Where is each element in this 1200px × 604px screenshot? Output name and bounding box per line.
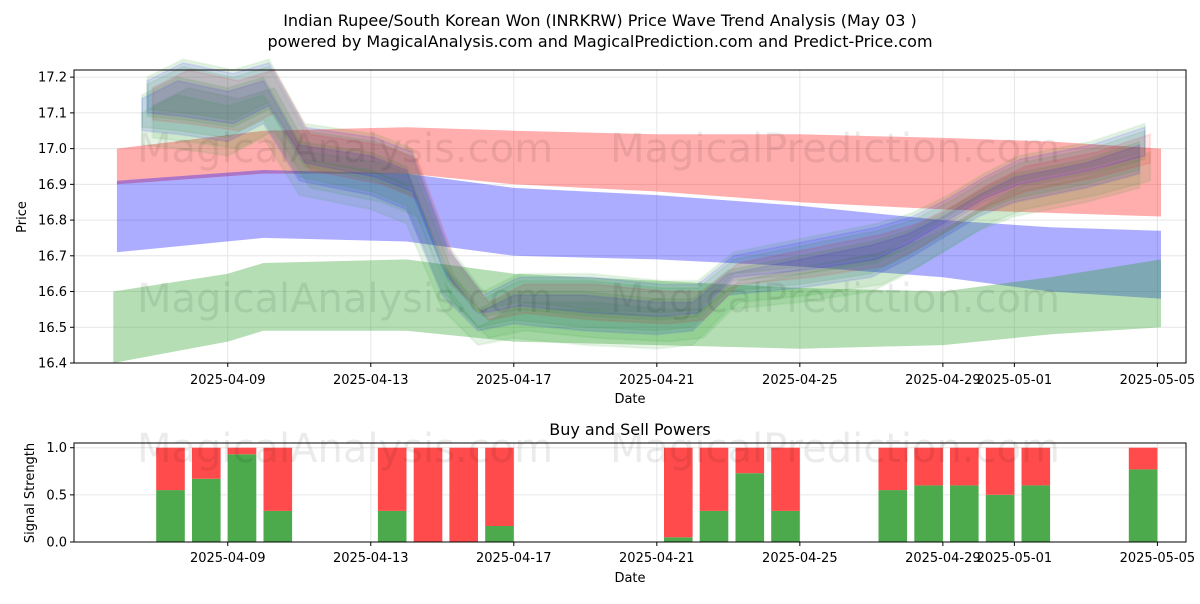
signal-y-tick-label: 0.0 — [46, 536, 67, 551]
buy-bar-2025-05-05 — [1128, 469, 1158, 542]
price-x-tick-label: 2025-05-01 — [977, 373, 1053, 388]
price-band-1 — [116, 170, 1161, 299]
buy-bar-2025-04-25 — [771, 510, 800, 542]
signal-panel-title: Buy and Sell Powers — [549, 420, 711, 439]
price-y-tick-label: 16.6 — [38, 285, 67, 300]
sell-bar-2025-04-15 — [413, 447, 443, 542]
buy-bar-2025-04-28 — [878, 490, 908, 542]
price-x-tick-label: 2025-04-13 — [333, 373, 409, 388]
sell-bar-2025-04-10 — [263, 447, 293, 511]
price-y-tick-label: 16.8 — [38, 214, 67, 229]
price-y-tick-label: 17.0 — [38, 142, 67, 157]
price-grid — [74, 70, 1186, 364]
signal-x-tick-label: 2025-05-01 — [977, 551, 1053, 566]
buy-bar-2025-04-10 — [263, 510, 293, 542]
price-band-2 — [113, 259, 1161, 363]
price-y-tick-label: 16.5 — [38, 321, 67, 336]
buy-bar-2025-04-22 — [664, 537, 693, 542]
signal-y-axis-label: Signal Strength — [23, 443, 38, 543]
signal-x-tick-label: 2025-05-05 — [1120, 551, 1196, 566]
signal-x-axis-label: Date — [614, 571, 645, 586]
wave-ribbon-2 — [151, 86, 1152, 343]
price-x-tick-label: 2025-04-25 — [762, 373, 838, 388]
signal-x-tick-label: 2025-04-25 — [762, 551, 838, 566]
wave-ribbon-0 — [140, 75, 1141, 332]
sell-bar-2025-04-16 — [449, 447, 478, 542]
watermark-analysis-bottom: MagicalAnalysis.com — [137, 426, 553, 472]
chart-title-line2: powered by MagicalAnalysis.com and Magic… — [267, 32, 932, 51]
price-x-tick-label: 2025-04-21 — [619, 373, 695, 388]
price-x-tick-label: 2025-04-09 — [190, 373, 266, 388]
price-x-tick-label: 2025-04-17 — [476, 373, 552, 388]
signal-y-tick-label: 1.0 — [46, 441, 67, 456]
wave-ribbon-4 — [146, 58, 1146, 315]
wave-ribbon-5 — [151, 68, 1152, 325]
buy-bar-2025-05-02 — [1021, 485, 1051, 542]
sell-bar-2025-04-29 — [914, 447, 943, 486]
price-y-tick-label: 16.4 — [38, 357, 67, 372]
sell-bar-2025-04-14 — [377, 447, 407, 511]
price-plot-frame — [73, 69, 1187, 364]
sell-bar-2025-04-08 — [192, 447, 221, 479]
watermark-analysis-mid: MagicalAnalysis.com — [137, 276, 553, 322]
sell-bar-2025-04-09 — [227, 447, 257, 455]
price-bands — [113, 127, 1161, 363]
signal-x-tick-label: 2025-04-17 — [476, 551, 552, 566]
buy-bar-2025-04-24 — [735, 473, 765, 542]
signal-panel: Buy and Sell Powers MagicalAnalysis.com … — [23, 420, 1195, 586]
signal-plot-frame — [73, 442, 1187, 543]
price-panel: MagicalAnalysis.com MagicalPrediction.co… — [15, 58, 1195, 407]
signal-bars — [156, 447, 1158, 542]
price-y-axis-label: Price — [15, 201, 30, 233]
buy-bar-2025-04-29 — [914, 485, 943, 542]
buy-bar-2025-04-08 — [192, 478, 221, 542]
price-axes-ticks: 2025-04-09 2025-04-13 2025-04-17 2025-04-21… — [38, 71, 1195, 388]
signal-x-tick-label: 2025-04-21 — [619, 551, 695, 566]
sell-bar-2025-04-25 — [771, 447, 800, 511]
buy-bar-2025-05-01 — [985, 494, 1015, 542]
wave-ribbon-1 — [146, 65, 1146, 322]
sell-bar-2025-04-07 — [156, 447, 185, 491]
wave-ribbon-3 — [140, 79, 1141, 336]
wave-ribbon-7 — [146, 61, 1146, 318]
buy-bar-2025-04-23 — [699, 510, 729, 542]
sell-bar-2025-05-01 — [985, 447, 1015, 495]
price-x-axis-label: Date — [614, 392, 645, 407]
buy-bar-2025-04-14 — [377, 510, 407, 542]
sell-bar-2025-05-05 — [1128, 447, 1158, 470]
chart-title-line1: Indian Rupee/South Korean Won (INRKRW) P… — [283, 11, 917, 30]
sell-bar-2025-04-22 — [664, 447, 693, 538]
sell-bar-2025-04-24 — [735, 447, 765, 474]
sell-bar-2025-04-28 — [878, 447, 908, 491]
watermark-prediction-mid: MagicalPrediction.com — [610, 276, 1060, 322]
signal-axes-ticks: 2025-04-09 2025-04-13 2025-04-17 2025-04-21… — [46, 441, 1195, 566]
signal-x-tick-label: 2025-04-29 — [905, 551, 981, 566]
price-y-tick-label: 17.1 — [38, 106, 67, 121]
price-band-0 — [116, 127, 1161, 217]
price-y-tick-label: 16.7 — [38, 249, 67, 264]
price-y-tick-label: 16.9 — [38, 178, 67, 193]
watermark-analysis-top: MagicalAnalysis.com — [137, 126, 553, 172]
buy-bar-2025-04-30 — [950, 485, 979, 542]
buy-bar-2025-04-07 — [156, 490, 185, 542]
watermark-prediction-top: MagicalPrediction.com — [610, 126, 1060, 172]
price-x-tick-label: 2025-05-05 — [1120, 373, 1196, 388]
sell-bar-2025-04-17 — [485, 447, 514, 526]
signal-x-tick-label: 2025-04-13 — [333, 551, 409, 566]
sell-bar-2025-04-23 — [699, 447, 729, 511]
price-y-tick-label: 17.2 — [38, 71, 67, 86]
signal-x-tick-label: 2025-04-09 — [190, 551, 266, 566]
buy-bar-2025-04-17 — [485, 526, 514, 542]
wave-ribbon-6 — [140, 93, 1141, 350]
price-waves — [140, 58, 1152, 350]
sell-bar-2025-05-02 — [1021, 447, 1051, 486]
sell-bar-2025-04-30 — [950, 447, 979, 486]
signal-y-tick-label: 0.5 — [46, 488, 67, 503]
watermark-prediction-bottom: MagicalPrediction.com — [610, 426, 1060, 472]
price-x-tick-label: 2025-04-29 — [905, 373, 981, 388]
buy-bar-2025-04-09 — [227, 454, 257, 542]
